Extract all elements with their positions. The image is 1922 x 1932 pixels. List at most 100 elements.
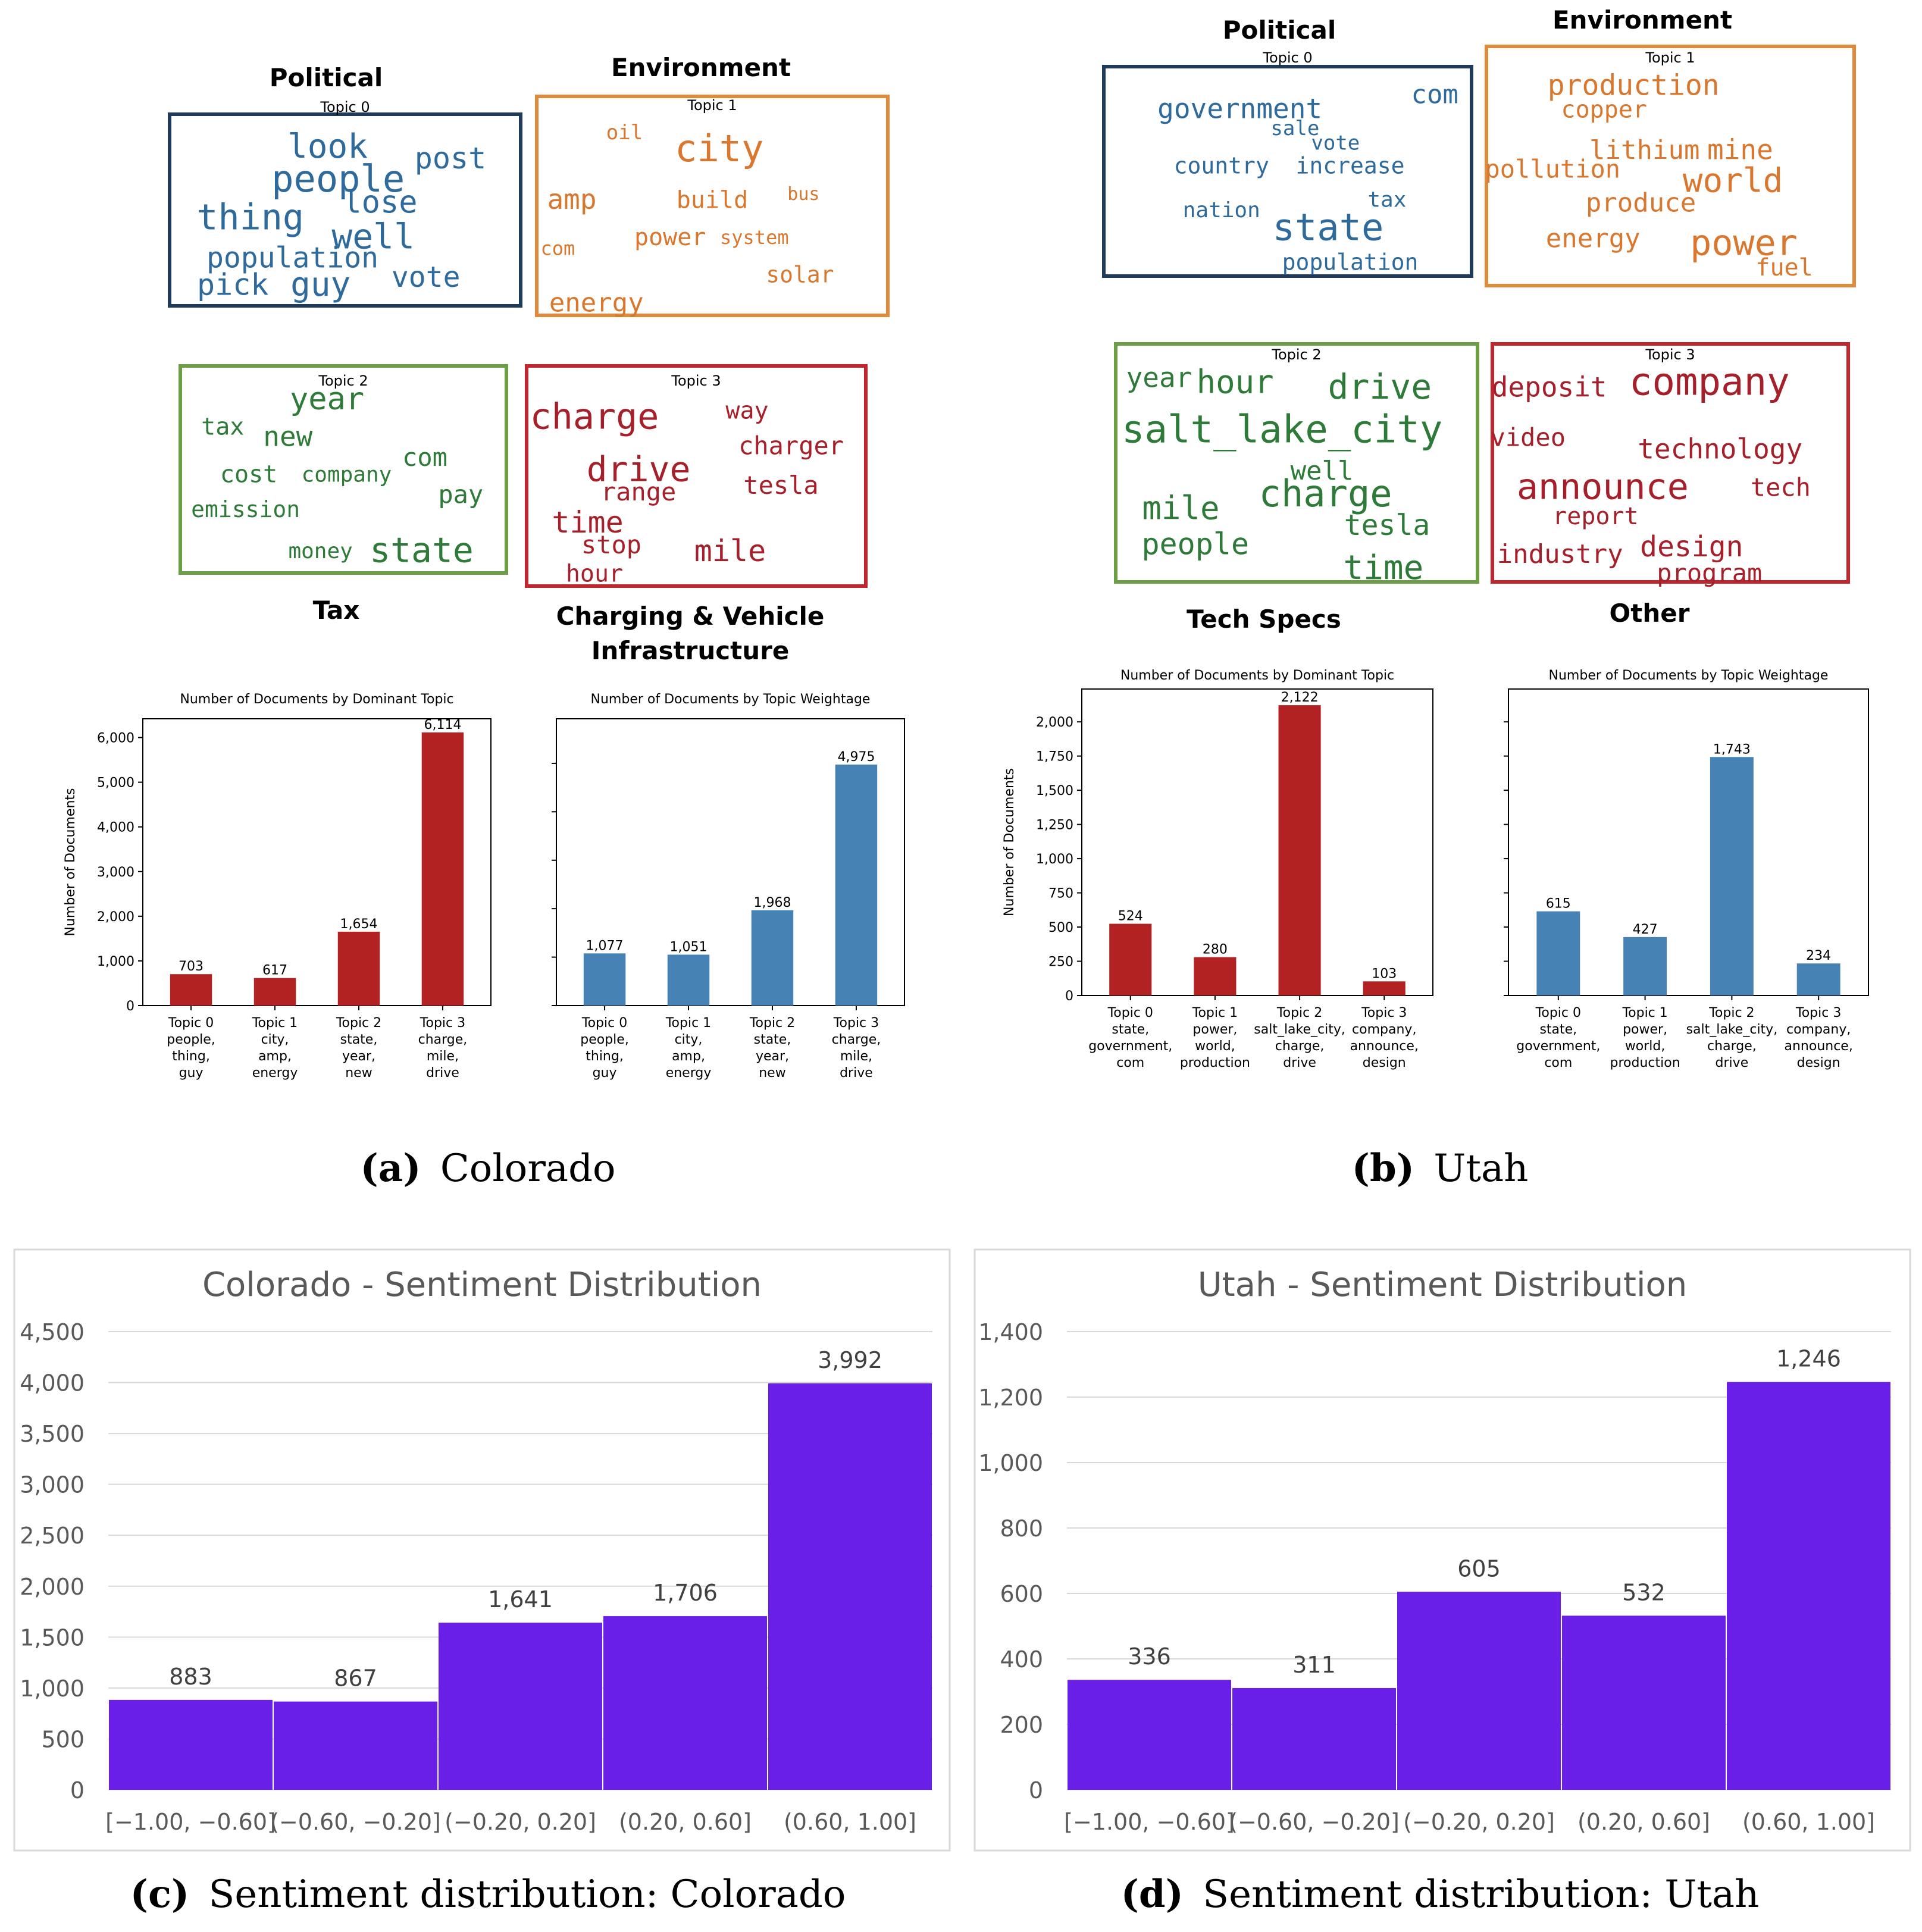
wordcloud-word: world (1683, 161, 1783, 200)
x-tick-label: world, (1625, 1039, 1666, 1054)
wordcloud-word: city (675, 127, 763, 170)
wordcloud-frame (1114, 342, 1479, 584)
wordcloud-topic-label: Topic 1 (1645, 49, 1695, 66)
wordcloud-word: power (1690, 222, 1798, 264)
x-tick-label: state, (1112, 1022, 1149, 1037)
wordcloud-title: Tech Specs (1187, 605, 1341, 634)
y-tick-label: 750 (1048, 887, 1073, 901)
x-tick-label: people, (580, 1032, 629, 1047)
wordcloud-word: cost (220, 461, 277, 488)
wordcloud-frame (1491, 342, 1850, 584)
y-tick-label: 1,250 (1036, 818, 1073, 833)
histogram-value-label: 532 (1622, 1579, 1666, 1605)
bar-value-label: 703 (179, 959, 204, 974)
wordcloud-word: guy (290, 265, 350, 304)
bar (253, 978, 296, 1006)
bar-chart-ut_dominant: Number of Documents by Dominant Topic 0 25… (1002, 668, 1433, 1070)
bar-value-label: 617 (262, 963, 287, 978)
bar (667, 954, 710, 1006)
wordcloud-word: build (677, 187, 748, 214)
bar (835, 764, 878, 1006)
wordcloud-word: lithium (1589, 135, 1699, 165)
histogram-value-label: 1,706 (653, 1580, 718, 1606)
sentiment-chart-ut_sentiment: Utah - Sentiment Distribution 0 200 400 600 8… (973, 1248, 1911, 1852)
bar (1109, 923, 1152, 995)
wordcloud-frame (1485, 45, 1856, 287)
x-tick-label: company, (1352, 1022, 1416, 1037)
histogram-bar (1068, 1680, 1231, 1790)
x-tick-label: Topic 3 (420, 1016, 465, 1031)
bar-chart-ut_weight: Number of Documents by Topic Weightage 61… (1504, 668, 1869, 1070)
wordcloud-word: tesla (1344, 509, 1430, 542)
y-tick-label: 1,000 (97, 954, 134, 969)
bar-value-label: 103 (1372, 966, 1397, 981)
y-tick-label: 0 (1029, 1777, 1043, 1803)
bar (1623, 937, 1667, 995)
y-tick-label: 3,000 (20, 1472, 84, 1498)
bar (337, 931, 380, 1006)
wordcloud-word: country (1174, 152, 1269, 179)
bar-value-label: 1,743 (1713, 742, 1751, 757)
bar-chart-title: Number of Documents by Topic Weightage (591, 692, 871, 707)
caption-b-letter: (b) (1352, 1146, 1414, 1191)
y-tick-label: 4,000 (97, 821, 134, 835)
x-tick-label: new (345, 1066, 372, 1081)
x-tick-label: world, (1195, 1039, 1235, 1054)
wordcloud-title: Political (270, 63, 383, 92)
bar-value-label: 6,114 (424, 718, 461, 732)
topic-bar-charts: Number of Documents by Dominant Topic 0 1,… (63, 668, 1869, 1081)
wordcloud-word: time (1343, 549, 1423, 587)
wordcloud-word: charge (530, 396, 659, 437)
bar-value-label: 234 (1806, 948, 1831, 963)
caption-a: (a) Colorado (360, 1146, 615, 1191)
wordcloud-title: Political (1223, 15, 1336, 45)
histogram-value-label: 605 (1457, 1555, 1501, 1582)
x-tick-label: Topic 2 (1708, 1006, 1754, 1020)
wordcloud-word: government (1157, 92, 1322, 124)
x-tick-label: government, (1088, 1039, 1172, 1054)
x-category-label: (−0.20, 0.20] (444, 1809, 596, 1835)
wordcloud-word: amp (547, 183, 596, 215)
x-tick-label: announce, (1350, 1039, 1419, 1054)
caption-d: (d) Sentiment distribution: Utah (1121, 1872, 1760, 1917)
y-axis-label: Number of Documents (1002, 768, 1017, 916)
wordcloud-word: post (415, 141, 486, 176)
wordcloud-word: video (1491, 423, 1566, 452)
wordcloud-word: oil (606, 121, 643, 145)
x-tick-label: thing, (172, 1049, 210, 1064)
y-tick-label: 5,000 (97, 776, 134, 791)
histogram-bar (274, 1701, 437, 1790)
bar (751, 910, 794, 1006)
y-tick-label: 1,500 (20, 1624, 84, 1651)
wordcloud-word: vote (1311, 131, 1360, 155)
wordcloud-panel: Topic 1 Environment oil city amp build bus com p… (535, 53, 890, 318)
x-tick-label: Topic 3 (1361, 1006, 1407, 1020)
y-tick-label: 200 (1000, 1712, 1043, 1738)
wordcloud-frame (535, 95, 890, 317)
y-tick-label: 1,400 (978, 1319, 1043, 1345)
x-tick-label: com (1544, 1056, 1572, 1070)
x-category-label: (−0.60, −0.20] (1229, 1809, 1400, 1835)
bar-chart-title: Number of Documents by Dominant Topic (1120, 668, 1394, 683)
wordcloud-word: thing (196, 197, 304, 239)
caption-c: (c) Sentiment distribution: Colorado (130, 1872, 846, 1917)
wordcloud-word: mile (1142, 490, 1219, 527)
wordcloud-word: increase (1296, 152, 1405, 179)
wordcloud-word: energy (1546, 224, 1641, 254)
bar-chart-co_dominant: Number of Documents by Dominant Topic 0 1,… (63, 692, 492, 1081)
wordcloud-word: announce (1517, 466, 1689, 508)
wordcloud-word: time (552, 505, 623, 540)
histogram-bar (439, 1623, 602, 1790)
x-tick-label: production (1610, 1056, 1680, 1070)
x-tick-label: design (1363, 1056, 1406, 1070)
x-tick-label: production (1180, 1056, 1250, 1070)
y-tick-label: 3,000 (97, 865, 134, 880)
x-tick-label: Topic 0 (1107, 1006, 1153, 1020)
x-tick-label: guy (593, 1066, 617, 1081)
y-tick-label: 0 (1065, 989, 1073, 1004)
wordcloud-word: sale (1270, 117, 1319, 140)
x-tick-label: announce, (1785, 1039, 1853, 1054)
x-tick-label: Topic 3 (1795, 1006, 1841, 1020)
wordcloud-word: hour (566, 561, 623, 588)
